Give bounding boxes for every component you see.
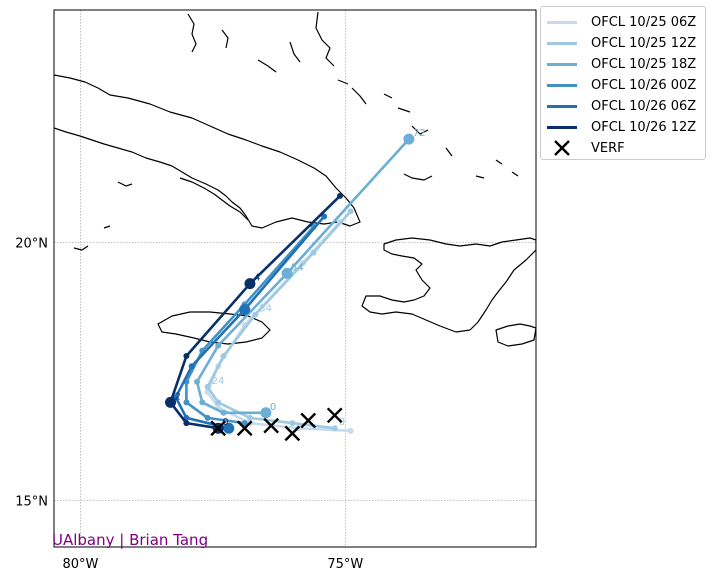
forecast-hour-label: 0	[339, 417, 345, 428]
track-line-2	[195, 138, 410, 415]
legend-swatch	[547, 41, 577, 45]
track-point	[204, 414, 211, 421]
track-point	[347, 427, 354, 434]
legend-swatch	[547, 125, 577, 129]
cuba-south-coast	[179, 177, 249, 221]
track-point	[215, 399, 222, 406]
verification-track	[210, 407, 343, 442]
track-point	[281, 267, 293, 279]
legend-label: OFCL 10/26 06Z	[591, 98, 697, 114]
track-point	[183, 352, 190, 359]
bahamas-islands	[187, 11, 519, 181]
legend-item: OFCL 10/25 06Z	[547, 11, 696, 33]
track-point	[204, 383, 211, 390]
track-point	[252, 311, 259, 318]
verf-marker	[300, 412, 317, 429]
track-point	[331, 425, 338, 432]
x-marker-icon	[547, 137, 577, 159]
legend-swatch	[547, 104, 577, 108]
track-point	[220, 409, 227, 416]
track-point	[321, 213, 328, 220]
track-point	[183, 399, 190, 406]
forecast-hour-label: 4	[254, 273, 260, 284]
legend-label: OFCL 10/25 06Z	[591, 14, 697, 30]
lon-tick-label: 75°W	[327, 557, 363, 572]
cayman-islands	[73, 181, 133, 251]
cuba-coastline	[54, 74, 361, 229]
legend-label: OFCL 10/26 12Z	[591, 119, 697, 135]
hispaniola-coastline	[361, 237, 536, 333]
track-point	[337, 192, 344, 199]
forecast-hour-label: 2	[175, 391, 181, 402]
legend-item: OFCL 10/25 18Z	[547, 53, 696, 75]
coastlines	[54, 11, 536, 347]
lat-tick-label: 20°N	[15, 236, 48, 251]
legend-label: OFCL 10/25 18Z	[591, 56, 697, 72]
track-line-5	[169, 194, 341, 430]
lat-tick-label: 15°N	[15, 495, 48, 510]
track-point	[223, 422, 235, 434]
track-point	[246, 414, 253, 421]
verf-marker	[236, 420, 253, 437]
track-point	[215, 342, 222, 349]
track-point	[165, 396, 177, 408]
track-point	[403, 133, 415, 145]
forecast-hour-label: 54	[259, 304, 272, 315]
verf-marker	[284, 425, 301, 442]
credit-text: UAlbany | Brian Tang	[52, 531, 208, 549]
legend-label: OFCL 10/25 12Z	[591, 35, 697, 51]
track-point	[244, 278, 256, 290]
legend-label: VERF	[591, 140, 625, 156]
forecast-hour-label: 72	[413, 128, 426, 139]
legend-swatch	[547, 62, 577, 66]
legend: OFCL 10/25 06Z OFCL 10/25 12Z OFCL 10/25 1…	[540, 6, 706, 160]
lon-tick-label: 80°W	[63, 557, 99, 572]
legend-label: OFCL 10/26 00Z	[591, 77, 697, 93]
track-point	[289, 420, 296, 427]
track-point	[347, 208, 354, 215]
track-point	[239, 303, 251, 315]
track-point	[260, 407, 272, 419]
legend-item: OFCL 10/26 12Z	[547, 116, 696, 138]
track-point	[220, 352, 227, 359]
track-point	[183, 420, 190, 427]
verf-marker	[326, 407, 343, 424]
legend-item: OFCL 10/26 06Z	[547, 95, 696, 117]
legend-item: VERF	[547, 137, 625, 159]
forecast-tracks: 0245405472024	[165, 128, 426, 434]
verf-marker	[263, 417, 280, 434]
track-point	[241, 420, 248, 427]
legend-item: OFCL 10/25 12Z	[547, 32, 696, 54]
legend-swatch	[547, 83, 577, 87]
plot-frame	[53, 9, 537, 548]
verf-marker	[210, 420, 227, 437]
track-point	[188, 363, 195, 370]
jamaica-coastline	[157, 311, 271, 345]
forecast-hour-label: 0	[270, 402, 276, 413]
legend-swatch	[547, 20, 577, 24]
track-point	[199, 399, 206, 406]
track-point	[310, 249, 317, 256]
forecast-hour-label: 24	[212, 376, 225, 387]
forecast-hour-label: 54	[291, 262, 304, 273]
legend-item: OFCL 10/26 00Z	[547, 74, 696, 96]
gridlines	[54, 10, 536, 547]
axis-tick-labels: 80°W 75°W 20°N 15°N	[15, 236, 363, 572]
puerto-rico-coastline	[495, 323, 536, 347]
track-point	[194, 378, 201, 385]
track-line-4	[174, 215, 326, 430]
